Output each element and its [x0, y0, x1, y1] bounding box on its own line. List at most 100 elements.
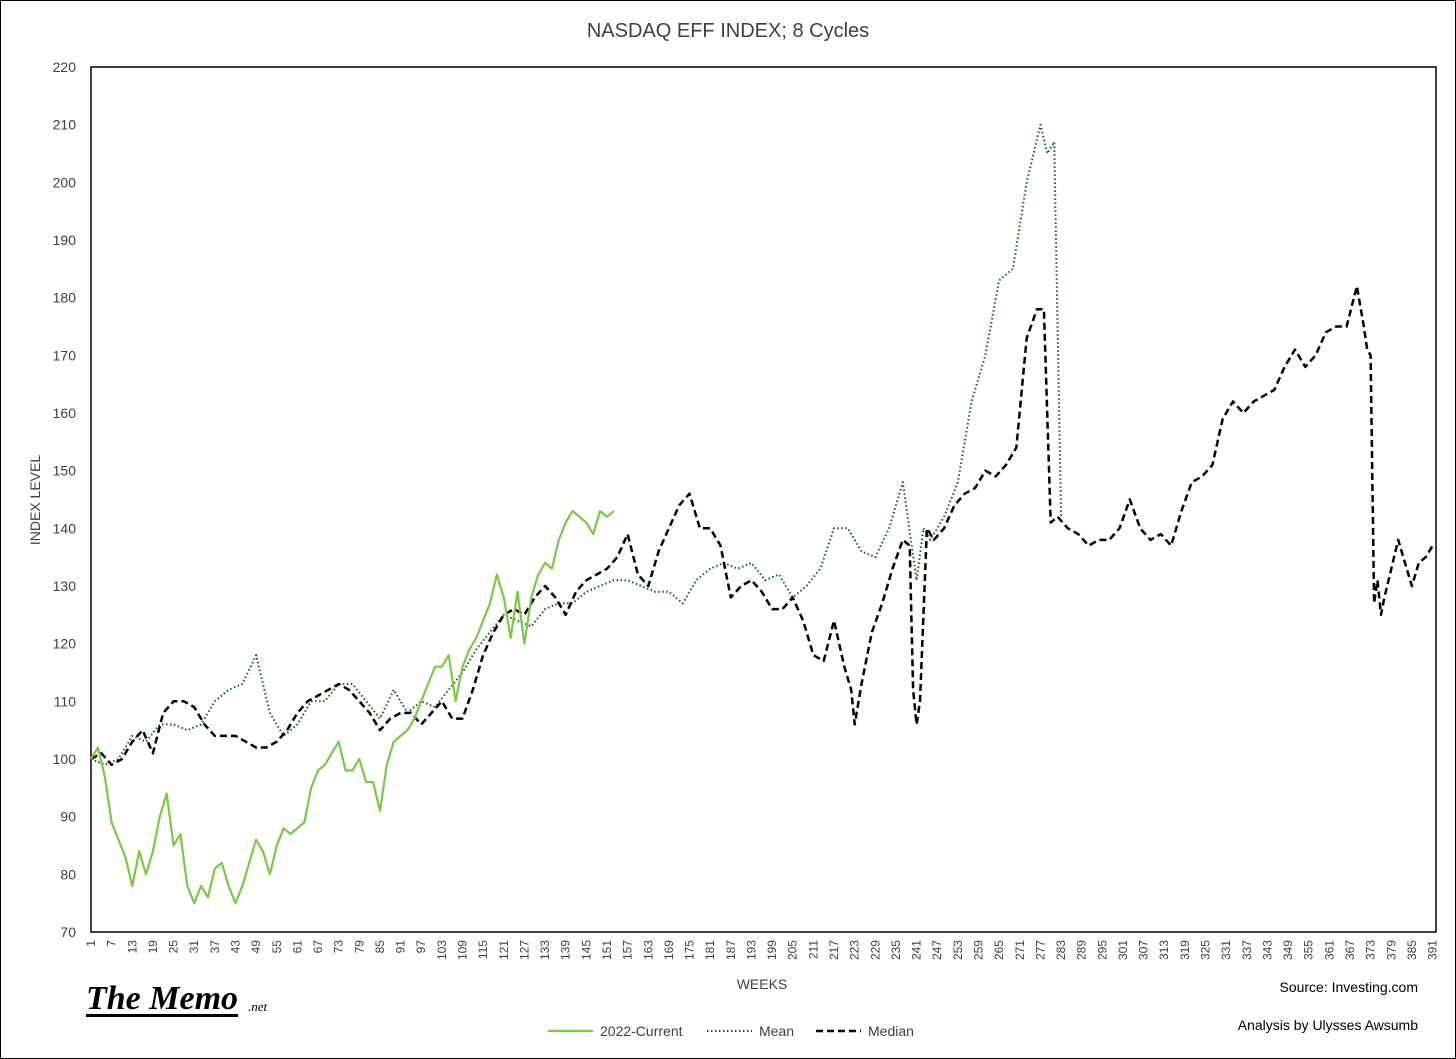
y-tick-label: 70: [60, 924, 76, 940]
legend-label: 2022-Current: [600, 1023, 683, 1039]
x-tick-labels: 1 7 13 19 25 31 37 43 49 55 61 67 73 79 85 91 97 103 109 11…: [84, 940, 1440, 960]
x-tick-label: 289: [1075, 940, 1089, 960]
y-tick-label: 140: [53, 520, 77, 536]
x-tick-label: 337: [1240, 940, 1254, 960]
y-tick-label: 160: [53, 405, 77, 421]
x-tick-label: 43: [228, 940, 242, 954]
x-tick-label: 271: [1013, 940, 1027, 960]
x-tick-label: 103: [435, 940, 449, 960]
y-tick-label: 130: [53, 578, 77, 594]
x-tick-label: 49: [249, 940, 263, 954]
x-tick-label: 181: [703, 940, 717, 960]
x-tick-label: 331: [1219, 940, 1233, 960]
x-tick-label: 187: [724, 940, 738, 960]
x-tick-label: 37: [208, 940, 222, 954]
x-tick-label: 109: [456, 940, 470, 960]
y-tick-label: 180: [53, 290, 77, 306]
x-tick-label: 307: [1137, 940, 1151, 960]
x-tick-label: 1: [84, 940, 98, 947]
x-tick-label: 325: [1199, 940, 1213, 960]
the-memo-logo: The Memo: [86, 980, 239, 1017]
x-tick-label: 73: [332, 940, 346, 954]
y-tick-label: 170: [53, 347, 77, 363]
analysis-credit: Analysis by Ulysses Awsumb: [1237, 1017, 1418, 1033]
y-tick-label: 200: [53, 174, 77, 190]
x-tick-label: 211: [806, 940, 820, 959]
x-tick-label: 193: [744, 940, 758, 960]
x-tick-label: 319: [1178, 940, 1192, 960]
x-tick-label: 61: [290, 940, 304, 954]
x-tick-label: 85: [373, 940, 387, 954]
y-tick-label: 220: [53, 59, 77, 75]
x-tick-label: 295: [1095, 940, 1109, 960]
y-tick-label: 150: [53, 463, 77, 479]
source-note: Source: Investing.com: [1279, 979, 1418, 995]
the-memo-logo-suffix: .net: [248, 999, 268, 1014]
x-tick-label: 349: [1281, 940, 1295, 960]
x-tick-label: 253: [951, 940, 965, 960]
x-tick-label: 301: [1116, 940, 1130, 960]
x-tick-label: 55: [270, 940, 284, 954]
x-tick-label: 199: [765, 940, 779, 960]
x-tick-label: 67: [311, 940, 325, 954]
x-tick-label: 235: [889, 940, 903, 960]
y-tick-label: 90: [60, 809, 76, 825]
x-tick-label: 121: [497, 940, 511, 960]
x-tick-label: 385: [1405, 940, 1419, 960]
x-tick-label: 205: [786, 940, 800, 960]
x-tick-label: 79: [352, 940, 366, 954]
x-tick-label: 241: [910, 940, 924, 960]
x-tick-label: 151: [600, 940, 614, 960]
y-tick-label: 210: [53, 117, 77, 133]
x-tick-label: 19: [146, 940, 160, 954]
y-tick-labels: 70 80 90 100 110 120 130 140 150 160 170 180 190 200 2…: [53, 59, 77, 940]
x-tick-label: 175: [683, 940, 697, 960]
y-tick-label: 80: [60, 866, 76, 882]
x-tick-label: 361: [1322, 940, 1336, 960]
x-tick-label: 247: [930, 940, 944, 960]
y-tick-label: 190: [53, 232, 77, 248]
y-axis-label: INDEX LEVEL: [27, 455, 43, 545]
x-tick-label: 25: [167, 940, 181, 954]
x-tick-label: 145: [579, 940, 593, 960]
legend-label: Median: [868, 1023, 914, 1039]
x-tick-label: 313: [1157, 940, 1171, 960]
x-tick-label: 139: [559, 940, 573, 960]
series-line-mean: [90, 123, 1063, 766]
x-tick-label: 373: [1364, 940, 1378, 960]
x-tick-label: 343: [1260, 940, 1274, 960]
x-tick-label: 163: [641, 940, 655, 960]
x-tick-label: 169: [662, 940, 676, 960]
x-tick-label: 13: [125, 940, 139, 954]
x-tick-label: 391: [1426, 940, 1440, 960]
chart-title: NASDAQ EFF INDEX; 8 Cycles: [587, 20, 869, 42]
x-tick-label: 115: [476, 940, 490, 959]
x-tick-label: 259: [971, 940, 985, 960]
plot-area: [90, 66, 1437, 933]
x-tick-label: 229: [868, 940, 882, 960]
x-tick-label: 217: [827, 940, 841, 960]
x-tick-label: 379: [1384, 940, 1398, 960]
x-tick-label: 283: [1054, 940, 1068, 960]
series-line-median: [90, 284, 1434, 767]
x-tick-label: 157: [621, 940, 635, 960]
series-line-2022-current: [90, 509, 615, 905]
y-tick-label: 110: [54, 693, 77, 709]
legend: 2022-Current Mean Median: [548, 1023, 914, 1039]
x-tick-label: 367: [1343, 940, 1357, 960]
x-tick-label: 133: [538, 940, 552, 960]
x-tick-label: 355: [1302, 940, 1316, 960]
x-axis-label: WEEKS: [737, 976, 788, 992]
y-tick-label: 120: [53, 636, 77, 652]
x-tick-label: 97: [414, 940, 428, 954]
series-lines: [90, 123, 1434, 905]
x-tick-label: 265: [992, 940, 1006, 960]
x-tick-label: 91: [394, 940, 408, 954]
x-tick-label: 127: [517, 940, 531, 960]
x-tick-label: 7: [105, 940, 119, 947]
y-tick-label: 100: [53, 751, 77, 767]
x-tick-label: 223: [848, 940, 862, 960]
x-tick-label: 31: [187, 940, 201, 954]
x-tick-label: 277: [1033, 940, 1047, 960]
